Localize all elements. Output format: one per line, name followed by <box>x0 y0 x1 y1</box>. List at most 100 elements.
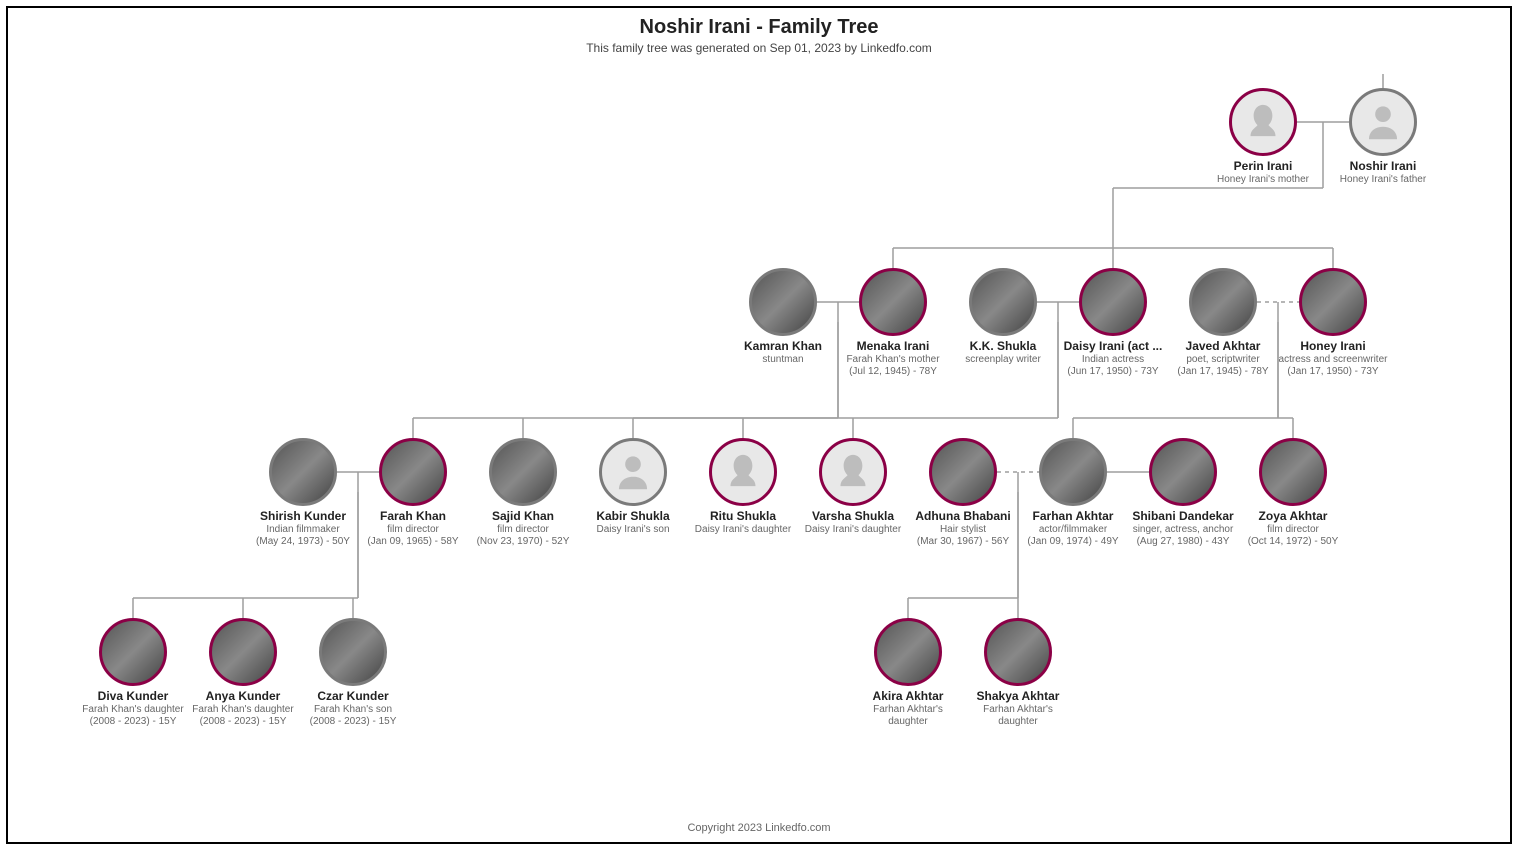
person-honey[interactable]: Honey Iraniactress and screenwriter(Jan … <box>1278 268 1388 378</box>
avatar <box>819 438 887 506</box>
person-name: Kabir Shukla <box>578 510 688 523</box>
person-desc: Daisy Irani's daughter <box>688 524 798 536</box>
person-czar[interactable]: Czar KunderFarah Khan's son(2008 - 2023)… <box>298 618 408 728</box>
avatar <box>1189 268 1257 336</box>
person-date: (2008 - 2023) - 15Y <box>298 716 408 728</box>
person-kamran[interactable]: Kamran Khanstuntman <box>728 268 838 366</box>
person-name: Kamran Khan <box>728 340 838 353</box>
person-desc: poet, scriptwriter <box>1168 354 1278 366</box>
avatar <box>1079 268 1147 336</box>
person-diva[interactable]: Diva KunderFarah Khan's daughter(2008 - … <box>78 618 188 728</box>
person-name: Anya Kunder <box>188 690 298 703</box>
avatar <box>709 438 777 506</box>
avatar <box>1149 438 1217 506</box>
person-name: Varsha Shukla <box>798 510 908 523</box>
person-date: (Jan 17, 1950) - 73Y <box>1278 366 1388 378</box>
person-desc: Indian filmmaker <box>248 524 358 536</box>
person-desc: Daisy Irani's daughter <box>798 524 908 536</box>
person-shirish[interactable]: Shirish KunderIndian filmmaker(May 24, 1… <box>248 438 358 548</box>
person-kk[interactable]: K.K. Shuklascreenplay writer <box>948 268 1058 366</box>
person-name: Shakya Akhtar <box>963 690 1073 703</box>
avatar <box>269 438 337 506</box>
person-anya[interactable]: Anya KunderFarah Khan's daughter(2008 - … <box>188 618 298 728</box>
person-desc: film director <box>468 524 578 536</box>
person-date: (Aug 27, 1980) - 43Y <box>1128 536 1238 548</box>
avatar <box>1299 268 1367 336</box>
person-perin[interactable]: Perin IraniHoney Irani's mother <box>1208 88 1318 186</box>
avatar <box>99 618 167 686</box>
person-desc: stuntman <box>728 354 838 366</box>
avatar <box>749 268 817 336</box>
person-date: (Oct 14, 1972) - 50Y <box>1238 536 1348 548</box>
family-tree-frame: Noshir Irani - Family Tree This family t… <box>6 6 1512 844</box>
avatar <box>969 268 1037 336</box>
avatar <box>929 438 997 506</box>
person-name: Ritu Shukla <box>688 510 798 523</box>
person-shakya[interactable]: Shakya AkhtarFarhan Akhtar's daughter <box>963 618 1073 728</box>
avatar <box>1039 438 1107 506</box>
person-desc: Farah Khan's mother <box>838 354 948 366</box>
person-date: (2008 - 2023) - 15Y <box>78 716 188 728</box>
footer-copyright: Copyright 2023 Linkedfo.com <box>8 822 1510 834</box>
person-date: (Nov 23, 1970) - 52Y <box>468 536 578 548</box>
person-name: Sajid Khan <box>468 510 578 523</box>
person-desc: Honey Irani's father <box>1328 174 1438 186</box>
person-noshir[interactable]: Noshir IraniHoney Irani's father <box>1328 88 1438 186</box>
person-desc: film director <box>358 524 468 536</box>
person-sajid[interactable]: Sajid Khanfilm director(Nov 23, 1970) - … <box>468 438 578 548</box>
avatar <box>1229 88 1297 156</box>
avatar <box>489 438 557 506</box>
avatar <box>1349 88 1417 156</box>
person-name: Noshir Irani <box>1328 160 1438 173</box>
person-date: (2008 - 2023) - 15Y <box>188 716 298 728</box>
person-name: Akira Akhtar <box>853 690 963 703</box>
person-desc: singer, actress, anchor <box>1128 524 1238 536</box>
person-name: Farah Khan <box>358 510 468 523</box>
person-shibani[interactable]: Shibani Dandekarsinger, actress, anchor(… <box>1128 438 1238 548</box>
person-name: Farhan Akhtar <box>1018 510 1128 523</box>
person-adhuna[interactable]: Adhuna BhabaniHair stylist(Mar 30, 1967)… <box>908 438 1018 548</box>
avatar <box>984 618 1052 686</box>
person-desc: Farah Khan's daughter <box>188 704 298 716</box>
avatar <box>319 618 387 686</box>
person-name: Perin Irani <box>1208 160 1318 173</box>
person-kabir[interactable]: Kabir ShuklaDaisy Irani's son <box>578 438 688 536</box>
person-name: Shirish Kunder <box>248 510 358 523</box>
person-desc: film director <box>1238 524 1348 536</box>
person-date: (Jan 09, 1965) - 58Y <box>358 536 468 548</box>
avatar <box>874 618 942 686</box>
avatar <box>859 268 927 336</box>
person-date: (Jan 09, 1974) - 49Y <box>1018 536 1128 548</box>
person-date: (Mar 30, 1967) - 56Y <box>908 536 1018 548</box>
person-name: Czar Kunder <box>298 690 408 703</box>
person-daisy[interactable]: Daisy Irani (act ...Indian actress(Jun 1… <box>1058 268 1168 378</box>
person-name: Diva Kunder <box>78 690 188 703</box>
person-name: Honey Irani <box>1278 340 1388 353</box>
person-name: Javed Akhtar <box>1168 340 1278 353</box>
person-name: Shibani Dandekar <box>1128 510 1238 523</box>
person-farhan[interactable]: Farhan Akhtaractor/filmmaker(Jan 09, 197… <box>1018 438 1128 548</box>
person-date: (Jul 12, 1945) - 78Y <box>838 366 948 378</box>
person-name: K.K. Shukla <box>948 340 1058 353</box>
person-varsha[interactable]: Varsha ShuklaDaisy Irani's daughter <box>798 438 908 536</box>
person-javed[interactable]: Javed Akhtarpoet, scriptwriter(Jan 17, 1… <box>1168 268 1278 378</box>
avatar <box>379 438 447 506</box>
person-menaka[interactable]: Menaka IraniFarah Khan's mother(Jul 12, … <box>838 268 948 378</box>
tree-canvas: Perin IraniHoney Irani's motherNoshir Ir… <box>8 8 1510 842</box>
person-zoya[interactable]: Zoya Akhtarfilm director(Oct 14, 1972) -… <box>1238 438 1348 548</box>
person-desc: Hair stylist <box>908 524 1018 536</box>
person-akira[interactable]: Akira AkhtarFarhan Akhtar's daughter <box>853 618 963 728</box>
person-date: (May 24, 1973) - 50Y <box>248 536 358 548</box>
avatar <box>209 618 277 686</box>
person-desc: Farah Khan's daughter <box>78 704 188 716</box>
person-ritu[interactable]: Ritu ShuklaDaisy Irani's daughter <box>688 438 798 536</box>
person-desc: Farhan Akhtar's daughter <box>963 704 1073 728</box>
person-desc: Indian actress <box>1058 354 1168 366</box>
person-date: (Jun 17, 1950) - 73Y <box>1058 366 1168 378</box>
avatar <box>1259 438 1327 506</box>
person-name: Adhuna Bhabani <box>908 510 1018 523</box>
person-desc: Daisy Irani's son <box>578 524 688 536</box>
person-name: Menaka Irani <box>838 340 948 353</box>
person-desc: Farah Khan's son <box>298 704 408 716</box>
person-farah[interactable]: Farah Khanfilm director(Jan 09, 1965) - … <box>358 438 468 548</box>
